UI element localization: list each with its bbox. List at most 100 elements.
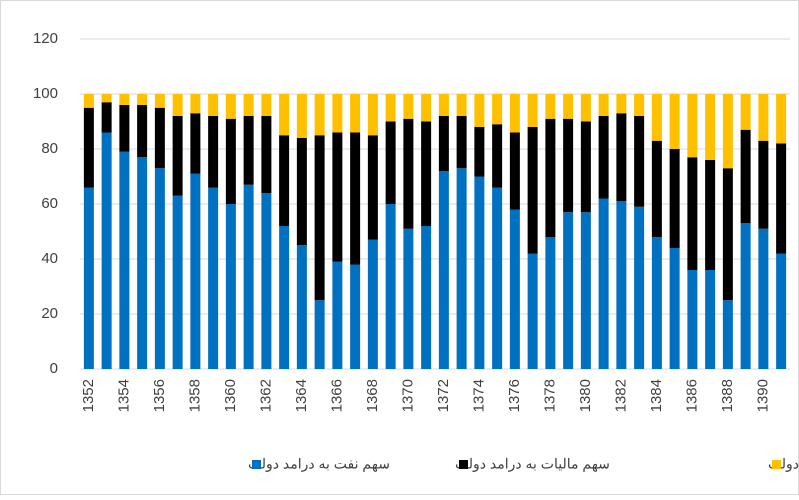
bar-segment [492,124,503,188]
bar-segment [456,116,467,169]
bar-segment [190,94,201,114]
bar-segment [722,94,733,169]
bar-segment [208,116,219,188]
legend-label: سهم نفت به درامد دولت [248,456,390,473]
bar-segment [651,237,662,369]
bar-segment [172,116,183,196]
x-tick-label: 1374 [470,379,487,412]
legend-label: سهم مالیات به درامد دولت [455,456,610,473]
bar-segment [385,204,396,369]
bar-segment [598,94,609,116]
x-tick-label: 1362 [257,379,274,412]
bar-segment [243,184,254,369]
bar-segment [722,300,733,369]
bar-segment [350,132,361,265]
bar-segment [580,94,591,122]
y-tick-label: 100 [33,85,58,102]
bar-segment [101,132,112,369]
bar-segment [634,116,645,207]
bar-segment [243,94,254,116]
bar-segment [314,135,325,301]
bar-segment [740,223,751,369]
bar-segment [314,300,325,369]
x-tick-label: 1358 [186,379,203,412]
bar-segment [296,138,307,246]
y-tick-label: 20 [41,305,58,322]
x-tick-label: 1356 [151,379,168,412]
bar-segment [137,157,148,369]
bar-segment [137,105,148,158]
bar-segment [740,94,751,130]
bar-segment [332,94,343,133]
bar-segment [279,135,290,226]
bar-segment [563,118,574,213]
x-tick-label: 1360 [222,379,239,412]
x-tick-label: 1378 [541,379,558,412]
x-tick-label: 1386 [683,379,700,412]
bar-segment [385,94,396,122]
bar-segment [314,94,325,136]
bar-segment [119,151,130,369]
bar-segment [616,113,627,202]
bar-segment [119,94,130,105]
bar-segment [367,94,378,136]
bar-segment [154,107,165,169]
x-tick-label: 1382 [612,379,629,412]
bar-segment [705,270,716,369]
bar-segment [580,212,591,369]
bar-segment [225,118,236,204]
bar-segment [580,121,591,213]
bar-segment [545,94,556,119]
bar-segment [438,94,449,116]
x-tick-label: 1376 [506,379,523,412]
bar-segment [101,102,112,133]
bar-segment [722,168,733,301]
x-tick-label: 1380 [577,379,594,412]
bar-segment [172,195,183,369]
bar-segment [208,94,219,116]
bar-segment [190,173,201,369]
bar-segment [563,94,574,119]
bar-segment [385,121,396,204]
bar-segment [154,94,165,108]
bar-segment [438,171,449,369]
bar-segment [598,198,609,369]
bar-segment [474,176,485,369]
bar-segment [616,94,627,114]
bar-segment [438,116,449,171]
x-tick-label: 1370 [399,379,416,412]
bar-segment [83,187,94,369]
x-tick-label: 1372 [435,379,452,412]
bar-segment [208,187,219,369]
bar-segment [758,94,769,141]
bar-segment [296,245,307,369]
x-tick-label: 1366 [328,379,345,412]
bar-segment [350,94,361,133]
bar-segment [261,94,272,116]
bar-segment [279,226,290,369]
legend-swatch [252,460,261,469]
bar-segment [509,209,520,369]
bar-segment [492,187,503,369]
x-tick-label: 1354 [115,379,132,412]
y-tick-label: 120 [33,30,58,47]
bar-segment [421,226,432,369]
bar-segment [421,94,432,122]
bar-segment [137,94,148,105]
y-tick-label: 60 [41,195,58,212]
bar-segment [332,132,343,262]
bar-segment [687,270,698,369]
bar-segment [119,105,130,152]
y-tick-label: 80 [41,140,58,157]
bar-segment [598,116,609,199]
bar-segment [350,264,361,369]
bar-segment [101,94,112,103]
bar-segment [776,253,787,369]
bar-segment [456,94,467,116]
bar-segment [740,129,751,224]
y-tick-label: 0 [50,360,58,377]
bar-segment [545,118,556,237]
bar-segment [527,127,538,254]
bar-segment [758,228,769,369]
